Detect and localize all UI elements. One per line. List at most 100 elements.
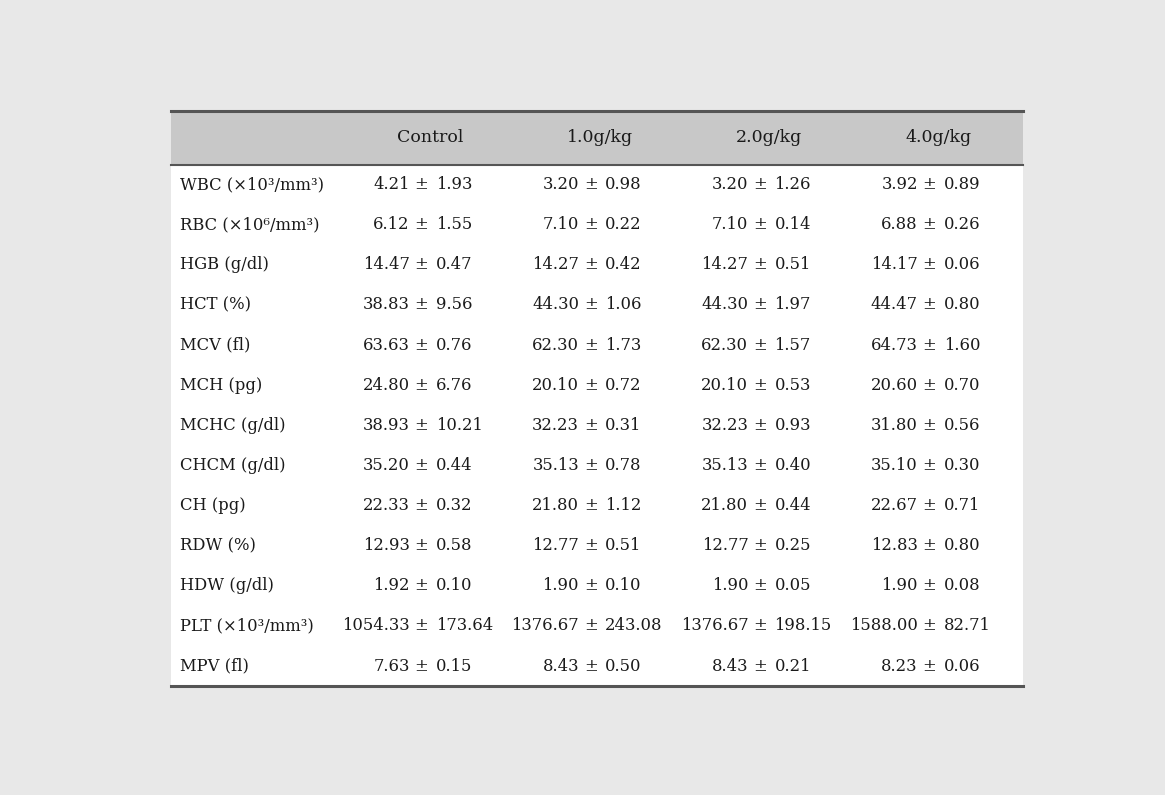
Text: 12.77: 12.77 <box>701 537 748 554</box>
Text: ±: ± <box>584 336 598 354</box>
Text: ±: ± <box>754 336 767 354</box>
Text: 1.90: 1.90 <box>543 577 579 595</box>
Text: ±: ± <box>754 618 767 634</box>
Text: 0.58: 0.58 <box>436 537 472 554</box>
Text: 0.56: 0.56 <box>944 417 981 434</box>
Text: 0.93: 0.93 <box>775 417 811 434</box>
Text: 6.12: 6.12 <box>373 216 410 233</box>
Text: ±: ± <box>754 176 767 193</box>
Text: ±: ± <box>584 256 598 273</box>
Text: 6.76: 6.76 <box>436 377 472 394</box>
Text: 0.10: 0.10 <box>605 577 642 595</box>
Text: ±: ± <box>923 457 937 474</box>
Text: 1.60: 1.60 <box>944 336 981 354</box>
Text: 1376.67: 1376.67 <box>511 618 579 634</box>
Text: 0.22: 0.22 <box>605 216 642 233</box>
Text: 8.43: 8.43 <box>712 657 748 675</box>
Text: ±: ± <box>923 417 937 434</box>
Text: 14.27: 14.27 <box>532 256 579 273</box>
Text: 1.73: 1.73 <box>605 336 642 354</box>
Text: ±: ± <box>923 297 937 313</box>
Text: ±: ± <box>584 457 598 474</box>
Text: 21.80: 21.80 <box>532 497 579 514</box>
Text: RDW (%): RDW (%) <box>179 537 256 554</box>
Text: 0.44: 0.44 <box>775 497 811 514</box>
Text: HCT (%): HCT (%) <box>179 297 250 313</box>
Text: WBC (×10³/mm³): WBC (×10³/mm³) <box>179 176 324 193</box>
Bar <box>171 111 1023 165</box>
Text: 3.92: 3.92 <box>881 176 918 193</box>
Text: ±: ± <box>415 336 429 354</box>
Text: 22.67: 22.67 <box>870 497 918 514</box>
Text: ±: ± <box>923 537 937 554</box>
Text: MCH (pg): MCH (pg) <box>179 377 262 394</box>
Text: 3.20: 3.20 <box>543 176 579 193</box>
Text: 1054.33: 1054.33 <box>343 618 410 634</box>
Text: ±: ± <box>754 457 767 474</box>
Text: Control: Control <box>397 129 464 146</box>
Text: ±: ± <box>584 417 598 434</box>
Text: ±: ± <box>415 457 429 474</box>
Text: 0.72: 0.72 <box>605 377 642 394</box>
Text: 0.30: 0.30 <box>944 457 981 474</box>
Text: 0.53: 0.53 <box>775 377 811 394</box>
Text: 44.30: 44.30 <box>532 297 579 313</box>
Text: ±: ± <box>584 577 598 595</box>
Text: 4.0g/kg: 4.0g/kg <box>905 129 972 146</box>
Text: 0.08: 0.08 <box>944 577 981 595</box>
Text: 198.15: 198.15 <box>775 618 832 634</box>
Text: 20.60: 20.60 <box>870 377 918 394</box>
Text: ±: ± <box>415 577 429 595</box>
Text: 1588.00: 1588.00 <box>850 618 918 634</box>
Text: ±: ± <box>584 618 598 634</box>
Text: ±: ± <box>923 216 937 233</box>
Text: ±: ± <box>584 497 598 514</box>
Text: MPV (fl): MPV (fl) <box>179 657 249 675</box>
Text: 12.77: 12.77 <box>532 537 579 554</box>
Text: 62.30: 62.30 <box>701 336 748 354</box>
Text: 35.20: 35.20 <box>362 457 410 474</box>
Text: 35.13: 35.13 <box>701 457 748 474</box>
Text: PLT (×10³/mm³): PLT (×10³/mm³) <box>179 618 313 634</box>
Text: 0.50: 0.50 <box>605 657 642 675</box>
Text: 3.20: 3.20 <box>712 176 748 193</box>
Text: ±: ± <box>584 537 598 554</box>
Text: 62.30: 62.30 <box>532 336 579 354</box>
Text: ±: ± <box>584 377 598 394</box>
Text: 1.57: 1.57 <box>775 336 811 354</box>
Text: 0.47: 0.47 <box>436 256 472 273</box>
Text: 0.31: 0.31 <box>605 417 642 434</box>
Text: 0.80: 0.80 <box>944 537 981 554</box>
Text: 14.17: 14.17 <box>871 256 918 273</box>
Text: 9.56: 9.56 <box>436 297 472 313</box>
Text: 0.14: 0.14 <box>775 216 811 233</box>
Text: MCHC (g/dl): MCHC (g/dl) <box>179 417 285 434</box>
Text: 12.93: 12.93 <box>362 537 410 554</box>
Text: 0.71: 0.71 <box>944 497 980 514</box>
Text: 64.73: 64.73 <box>871 336 918 354</box>
Text: 6.88: 6.88 <box>881 216 918 233</box>
Text: 0.32: 0.32 <box>436 497 472 514</box>
Text: ±: ± <box>754 497 767 514</box>
Text: 38.83: 38.83 <box>362 297 410 313</box>
Text: 20.10: 20.10 <box>701 377 748 394</box>
Text: 8.43: 8.43 <box>543 657 579 675</box>
Text: 0.44: 0.44 <box>436 457 472 474</box>
Text: 0.89: 0.89 <box>944 176 981 193</box>
Text: ±: ± <box>415 497 429 514</box>
Text: 1.92: 1.92 <box>373 577 410 595</box>
Text: 1.90: 1.90 <box>881 577 918 595</box>
Text: 243.08: 243.08 <box>605 618 663 634</box>
Text: 63.63: 63.63 <box>362 336 410 354</box>
Text: 0.10: 0.10 <box>436 577 472 595</box>
Text: 7.10: 7.10 <box>543 216 579 233</box>
Text: MCV (fl): MCV (fl) <box>179 336 250 354</box>
Text: 7.63: 7.63 <box>373 657 410 675</box>
Text: 0.21: 0.21 <box>775 657 811 675</box>
Text: 0.40: 0.40 <box>775 457 811 474</box>
Text: 0.06: 0.06 <box>944 657 981 675</box>
Text: 1.12: 1.12 <box>605 497 642 514</box>
Text: 1.06: 1.06 <box>605 297 642 313</box>
Text: 31.80: 31.80 <box>871 417 918 434</box>
Text: ±: ± <box>754 377 767 394</box>
